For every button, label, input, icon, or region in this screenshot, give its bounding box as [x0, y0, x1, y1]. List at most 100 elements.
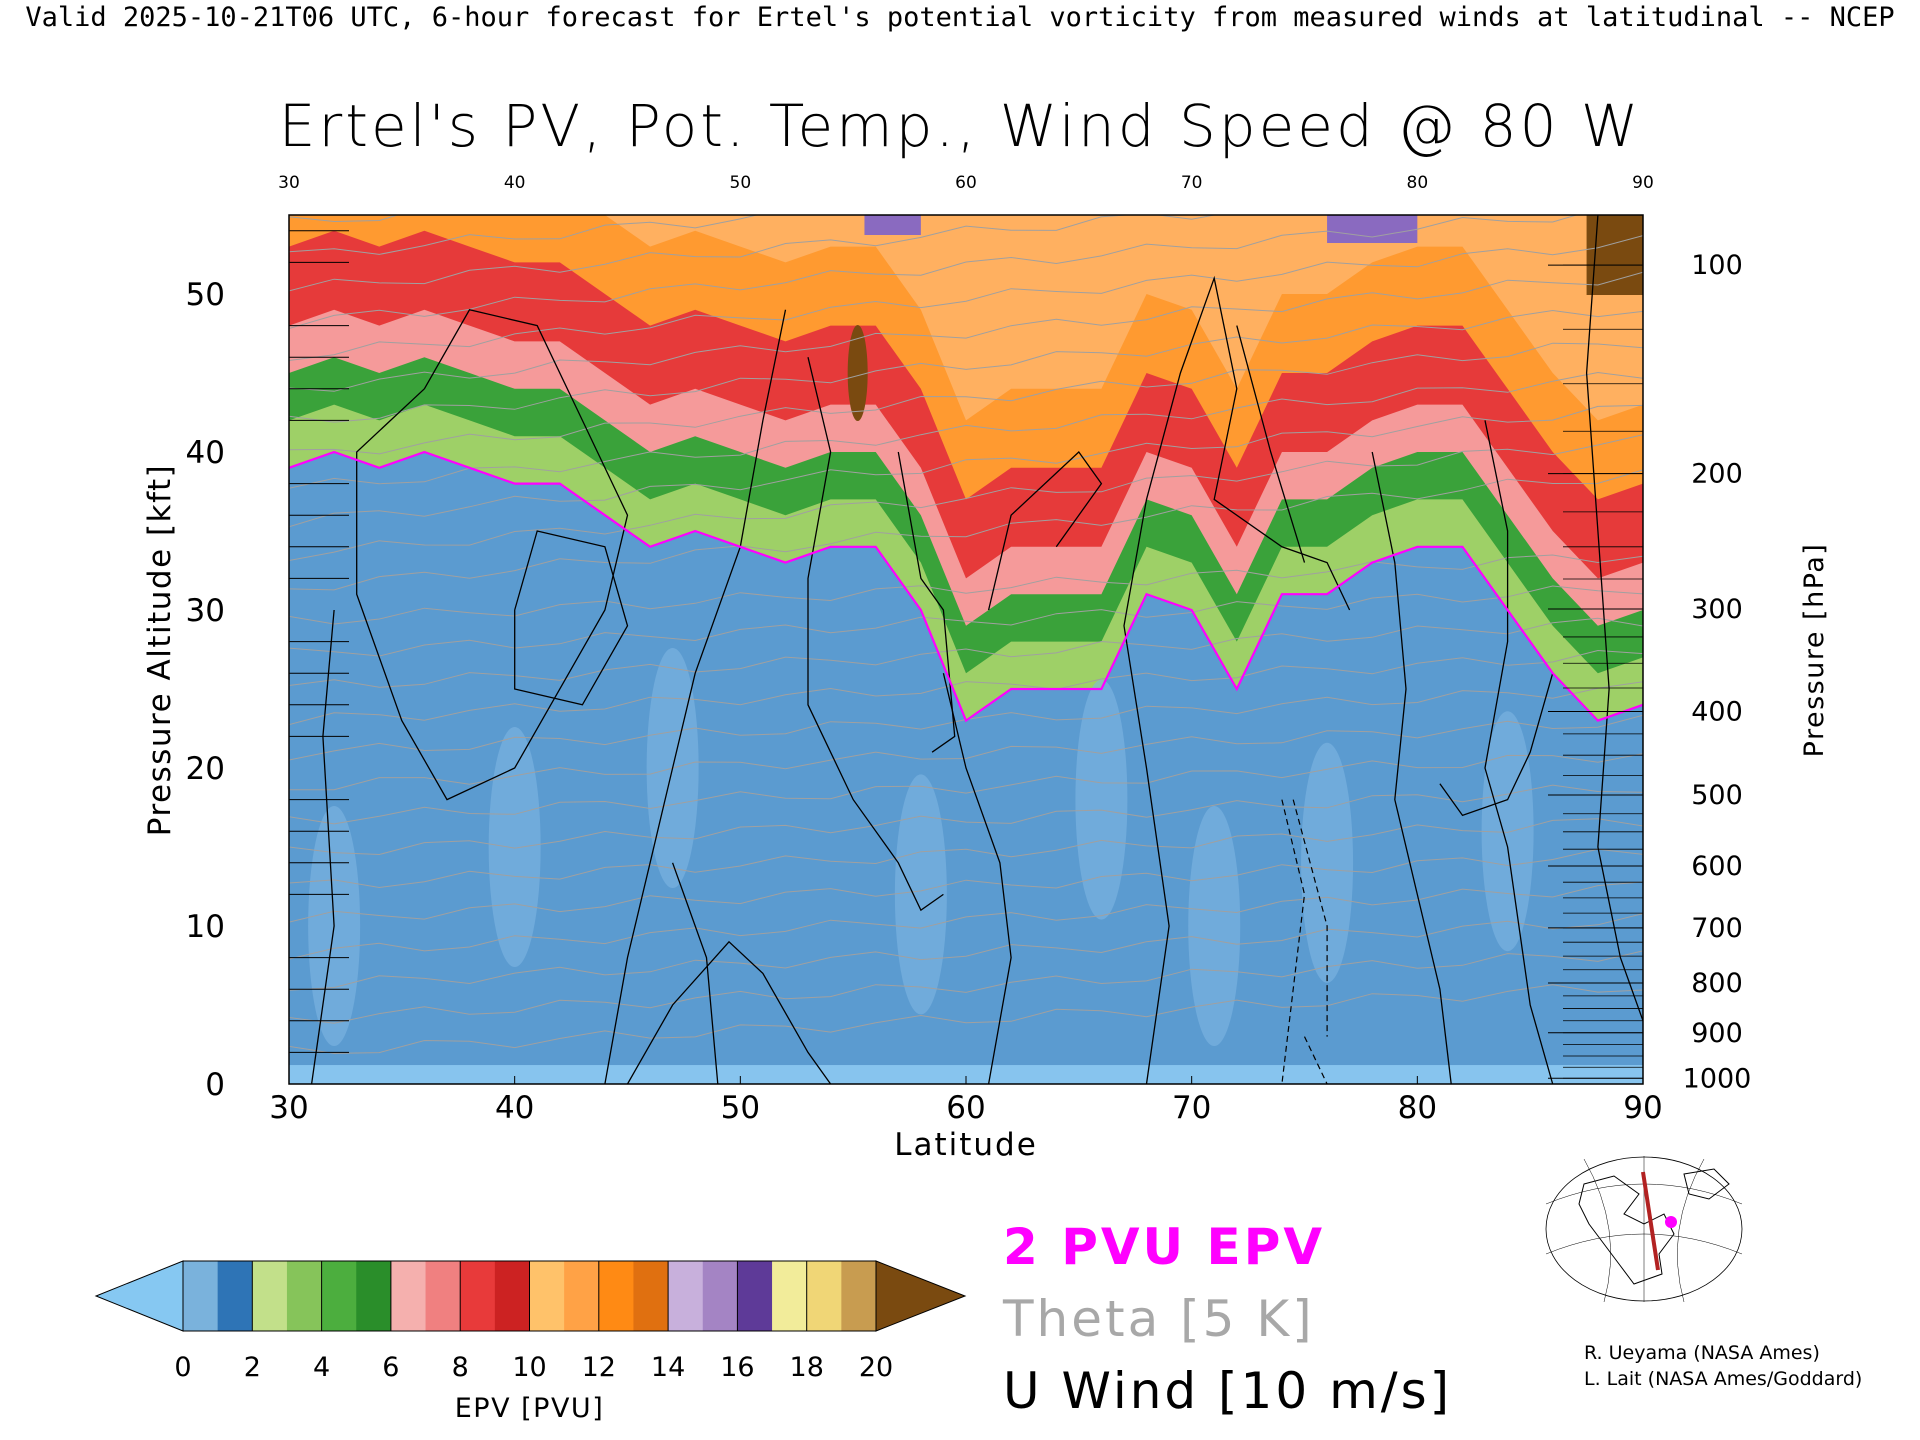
y-tick-label: 10 [186, 909, 225, 945]
colorbar-swatch [356, 1261, 392, 1331]
pressure-tick-label: 300 [1691, 594, 1743, 625]
wind-contour [942, 673, 1012, 1084]
colorbar-tick-label: 2 [244, 1352, 261, 1383]
theta-contour [289, 309, 1643, 423]
wind-contour [626, 940, 832, 1084]
locator-map [1545, 1156, 1743, 1303]
y-tick-label: 50 [186, 277, 225, 313]
top-tick-label: 80 [1407, 173, 1429, 193]
legend-wind-label: U Wind [10 m/s] [1003, 1362, 1453, 1420]
colorbar-swatch [183, 1261, 219, 1331]
colorbar-tick-label: 16 [720, 1352, 754, 1383]
x-tick-label: 80 [1398, 1090, 1437, 1126]
epv-band-5 [289, 215, 1643, 421]
theta-contour [289, 215, 759, 255]
colorbar-frame [182, 1260, 877, 1332]
wind-contour [1585, 215, 1643, 1022]
colorbar-swatch [598, 1261, 634, 1331]
pressure-tick-label: 100 [1691, 250, 1743, 281]
wind-contour-negative [1303, 1036, 1328, 1084]
colorbar-swatch [390, 1261, 427, 1331]
theta-contour [289, 235, 1643, 361]
top-tick-label: 50 [730, 173, 752, 193]
theta-contour [289, 784, 1643, 856]
epv-patch-brown-core [847, 325, 868, 421]
theta-contour [289, 818, 1643, 889]
wind-contour [604, 309, 787, 1084]
wind-contour [671, 862, 719, 1084]
theta-contour [289, 371, 1643, 489]
epv-light-streak [1301, 742, 1354, 983]
wind-contour [807, 357, 944, 912]
epv-patch-purple-2 [1327, 215, 1418, 243]
wind-contour [1236, 325, 1306, 563]
theta-contour [289, 469, 1643, 591]
colorbar-tick-label: 4 [313, 1352, 330, 1383]
epv-surface-band [289, 1065, 1643, 1084]
pressure-tick-label: 500 [1691, 780, 1743, 811]
pressure-tick-label: 700 [1691, 913, 1743, 944]
credit-line-1: R. Ueyama (NASA Ames) [1584, 1342, 1820, 1364]
theta-contour [289, 434, 1643, 561]
colorbar-swatch [529, 1261, 565, 1331]
y-tick-label: 40 [186, 435, 225, 471]
colorbar-tick-label: 8 [452, 1352, 469, 1383]
epv-patch-purple-1 [864, 215, 921, 235]
colorbar-swatch [737, 1261, 773, 1331]
y-tick-label: 20 [186, 751, 225, 787]
colorbar-swatch [702, 1261, 738, 1331]
colorbar-tick-label: 20 [859, 1352, 893, 1383]
top-tick-label: 60 [955, 173, 977, 193]
colorbar-swatch [460, 1261, 496, 1331]
pressure-tick-label: 1000 [1683, 1063, 1752, 1094]
map-coastline [1578, 1175, 1675, 1285]
colorbar-tick-label: 12 [582, 1352, 616, 1383]
x-tick-label: 40 [495, 1090, 534, 1126]
pressure-tick-label: 900 [1691, 1018, 1743, 1049]
theta-contour [289, 950, 1643, 1024]
pressure-tick-label: 800 [1691, 968, 1743, 999]
theta-contour [289, 881, 1643, 960]
colorbar-swatch [841, 1261, 877, 1331]
theta-contour [289, 404, 1643, 528]
y-axis-title: Pressure Altitude [kft] [142, 464, 178, 836]
colorbar-swatch [806, 1261, 842, 1331]
wind-contour [1371, 451, 1452, 1084]
theta-contour [289, 714, 1643, 791]
epv-light-streak [1188, 806, 1241, 1046]
pressure-tick-label: 200 [1691, 459, 1743, 490]
colorbar-swatch [321, 1261, 357, 1331]
theta-contour [289, 753, 1643, 825]
legend-theta-label: Theta [5 K] [1003, 1290, 1315, 1348]
wind-contour-negative [1292, 799, 1328, 1037]
chart-title: Ertel's PV, Pot. Temp., Wind Speed @ 80 … [278, 92, 1642, 160]
epv-patch-brown [1586, 215, 1643, 295]
top-tick-label: 40 [504, 173, 526, 193]
wind-contour [356, 309, 629, 801]
pressure-tick-label: 400 [1691, 697, 1743, 728]
theta-contour [289, 271, 1643, 392]
epv-2pvu-line [289, 450, 1643, 723]
wind-contour [897, 451, 956, 753]
colorbar-over-arrow [875, 1260, 967, 1332]
wind-contour [1439, 673, 1554, 817]
colorbar-swatch [772, 1261, 808, 1331]
theta-contour [289, 984, 1643, 1054]
map-location-dot [1665, 1216, 1677, 1228]
colorbar-tick-label: 0 [174, 1352, 191, 1383]
colorbar-swatch [494, 1261, 530, 1331]
x-tick-label: 70 [1172, 1090, 1211, 1126]
wind-contour-negative [1281, 799, 1306, 1084]
header-text: Valid 2025-10-21T06 UTC, 6-hour forecast… [25, 2, 1895, 33]
top-tick-label: 90 [1632, 173, 1654, 193]
colorbar-under-arrow [94, 1260, 184, 1332]
map-greenland [1683, 1168, 1730, 1200]
colorbar-swatch [668, 1261, 704, 1331]
colorbar-tick-label: 14 [651, 1352, 685, 1383]
y-tick-label: 30 [186, 593, 225, 629]
colorbar-swatch [564, 1261, 600, 1331]
wind-contour [1123, 275, 1351, 1084]
theta-contour [289, 342, 1643, 455]
colorbar-swatch [425, 1261, 461, 1331]
